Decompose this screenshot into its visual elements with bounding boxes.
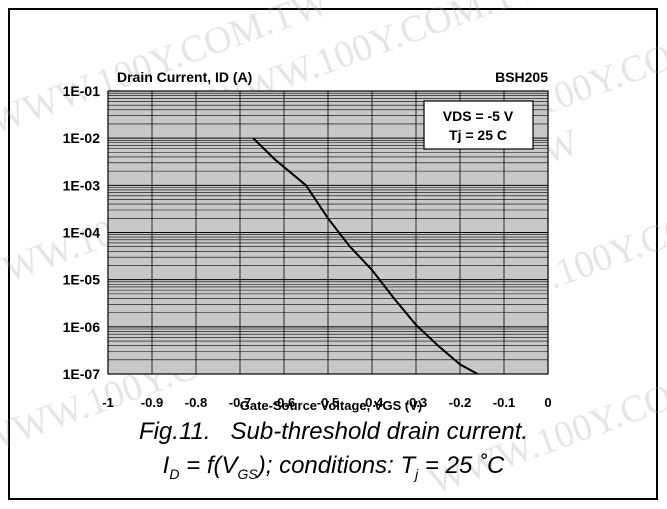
formula-value: = 25 ˚C <box>418 452 505 479</box>
x-tick-label: -0.6 <box>273 395 295 410</box>
figure-caption: Fig.11. Sub-threshold drain current. <box>0 418 667 446</box>
part-number: BSH205 <box>495 69 548 85</box>
chart-title: Drain Current, ID (A) <box>117 69 252 85</box>
x-tick-label: -0.7 <box>229 395 251 410</box>
y-tick-label: 1E-01 <box>63 83 101 99</box>
x-tick-label: -0.1 <box>493 395 515 410</box>
figure-label: Fig.11. <box>138 418 211 445</box>
formula-text: = f(V <box>179 452 238 479</box>
formula-conditions: ); conditions: T <box>257 452 416 479</box>
y-tick-label: 1E-06 <box>63 319 101 335</box>
x-axis-label: Gate-Source Voltage, VGS (V) <box>240 398 423 413</box>
y-tick-label: 1E-02 <box>63 130 101 146</box>
figure-formula: ID = f(VGS); conditions: Tj = 25 ˚C <box>0 452 667 482</box>
x-tick-label: -0.8 <box>185 395 207 410</box>
y-tick-label: 1E-03 <box>63 177 101 193</box>
x-tick-labels: -1 -0.9 -0.8 -0.7 -0.6 -0.5 -0.4 -0.3 -0.2 -0.1 0 <box>102 395 551 410</box>
y-tick-label: 1E-04 <box>63 225 101 241</box>
legend-entry-vds: VDS = -5 V <box>443 108 514 124</box>
x-tick-label: -1 <box>102 395 114 410</box>
x-tick-label: -0.2 <box>449 395 471 410</box>
formula-sub-d: D <box>169 465 180 482</box>
plot-border <box>107 90 549 375</box>
legend-box <box>423 100 534 150</box>
series-line <box>252 137 479 375</box>
x-tick-label: -0.3 <box>405 395 427 410</box>
figure-title: Sub-threshold drain current. <box>230 418 529 445</box>
y-tick-labels: 1E-07 1E-06 1E-05 1E-04 1E-03 1E-02 1E-01 <box>63 83 101 382</box>
x-tick-label: -0.5 <box>317 395 339 410</box>
x-tick-label: 0 <box>544 395 551 410</box>
x-tick-label: -0.4 <box>361 395 384 410</box>
formula-sub-gs: GS <box>237 465 258 482</box>
y-tick-label: 1E-05 <box>63 272 101 288</box>
legend-entry-tj: Tj = 25 C <box>449 127 507 143</box>
formula-symbol-i: I <box>162 452 170 479</box>
y-tick-label: 1E-07 <box>63 366 101 382</box>
formula-sub-j: j <box>415 465 419 482</box>
x-tick-label: -0.9 <box>141 395 163 410</box>
